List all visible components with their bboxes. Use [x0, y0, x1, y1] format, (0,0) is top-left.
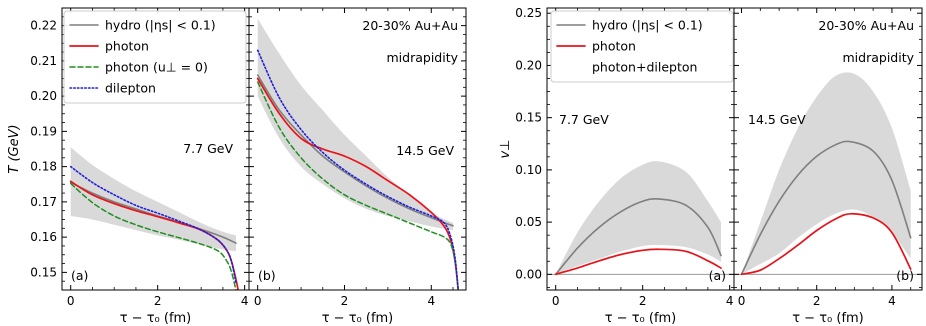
series-line-hydro — [256, 74, 454, 227]
annotation: midrapidity — [387, 50, 459, 65]
x-tick-label: 4 — [241, 294, 249, 308]
x-tick-label: 4 — [888, 294, 896, 308]
uncertainty-band — [741, 72, 911, 275]
legend-label-photon: photon — [592, 39, 636, 54]
annotation: 20-30% Au+Au — [818, 18, 914, 33]
legend-temperature: hydro (|ηs| < 0.1) photon photon (u⊥ = 0) d… — [63, 10, 247, 104]
x-tick-label: 0 — [254, 294, 262, 308]
series-line-hydro — [740, 140, 912, 276]
plot-area — [69, 147, 239, 290]
annotation: 20-30% Au+Au — [362, 18, 458, 33]
x-tick-label: 2 — [639, 294, 647, 308]
x-axis-label: τ − τ₀ (fm) — [322, 311, 394, 326]
y-axis-label: v⊥ — [498, 139, 513, 158]
uncertainty-band — [257, 18, 453, 231]
legend-frame — [63, 10, 247, 104]
x-tick-label: 4 — [427, 294, 435, 308]
legend-label-hydro: hydro (|ηs| < 0.1) — [105, 18, 216, 33]
y-tick-label: 0.20 — [30, 89, 57, 103]
panel-label: (b) — [258, 268, 276, 283]
panel-2: 0 2 4 τ − τ₀ (fm) (b) 20-30% Au+Au midrapidity… — [248, 7, 467, 326]
plot-area — [256, 18, 460, 290]
x-axis-label: τ − τ₀ (fm) — [792, 311, 864, 326]
legend-label-photon: photon — [105, 39, 149, 54]
series-line-dilepton — [256, 49, 459, 290]
y-tick-label: 0.15 — [515, 111, 542, 125]
panel-label: (a) — [709, 268, 726, 283]
plot-area — [547, 161, 734, 276]
y-tick-label: 0.20 — [515, 58, 542, 72]
y-tick-label: 0.00 — [515, 267, 542, 281]
y-tick-label: 0.21 — [30, 54, 57, 68]
series-line-photon_uperp0 — [256, 81, 459, 290]
annotation: midrapidity — [843, 50, 915, 65]
x-tick-label: 4 — [726, 294, 734, 308]
uncertainty-band — [555, 161, 721, 275]
panel-label: (a) — [71, 268, 88, 283]
annotation: 7.7 GeV — [559, 112, 609, 127]
legend-label-photon_uperp0: photon (u⊥ = 0) — [105, 60, 208, 75]
x-tick-label: 2 — [813, 294, 821, 308]
series-line-photon — [256, 77, 460, 290]
y-tick-label: 0.25 — [515, 6, 542, 20]
x-axis-label: τ − τ₀ (fm) — [605, 311, 677, 326]
y-tick-label: 0.19 — [30, 124, 57, 138]
y-tick-label: 0.17 — [30, 195, 57, 209]
panel-1: 0 2 4 0.15 0.16 0.17 0.18 0.19 0.20 0.21 0.22 τ − τ… — [7, 7, 250, 326]
panel-label: (b) — [896, 268, 914, 283]
legend-label-hydro: hydro (|ηs| < 0.1) — [592, 18, 703, 33]
y-tick-label: 0.15 — [30, 265, 57, 279]
panel-4: 0 2 4 τ − τ₀ (fm) (b) 20-30% Au+Au midrapidity… — [733, 7, 923, 326]
series-line-photon — [740, 212, 912, 276]
y-tick-label: 0.18 — [30, 160, 57, 174]
y-tick-label: 0.22 — [30, 19, 57, 33]
annotation: 7.7 GeV — [183, 141, 233, 156]
x-axis-label: τ − τ₀ (fm) — [120, 311, 192, 326]
panel-frame — [733, 7, 923, 291]
legend-label-photon_dilepton: photon+dilepton — [592, 60, 697, 75]
y-axis-label: T (GeV) — [7, 124, 22, 173]
x-tick-label: 0 — [552, 294, 560, 308]
x-tick-label: 0 — [67, 294, 75, 308]
series-line-photon_uperp0 — [69, 182, 237, 290]
series-line-photon — [554, 248, 722, 276]
x-tick-label: 0 — [738, 294, 746, 308]
y-tick-label: 0.16 — [30, 230, 57, 244]
legend-label-dilepton: dilepton — [105, 81, 156, 96]
y-tick-label: 0.05 — [515, 215, 542, 229]
legend-frame — [550, 10, 734, 83]
series-line-hydro — [554, 198, 722, 276]
uncertainty-band — [70, 147, 236, 252]
legend-flow: hydro (|ηs| < 0.1) photon photon+dilepton — [550, 10, 734, 83]
series-line-dilepton — [69, 165, 237, 284]
x-tick-label: 2 — [341, 294, 349, 308]
annotation: 14.5 GeV — [748, 112, 806, 127]
annotation: 14.5 GeV — [396, 143, 454, 158]
y-tick-label: 0.10 — [515, 163, 542, 177]
plot-area — [734, 72, 922, 276]
x-tick-label: 2 — [154, 294, 162, 308]
panel-3: 0 2 4 0.00 0.05 0.10 0.15 0.20 0.25 τ − τ₀ (fm) v⊥… — [498, 6, 735, 326]
